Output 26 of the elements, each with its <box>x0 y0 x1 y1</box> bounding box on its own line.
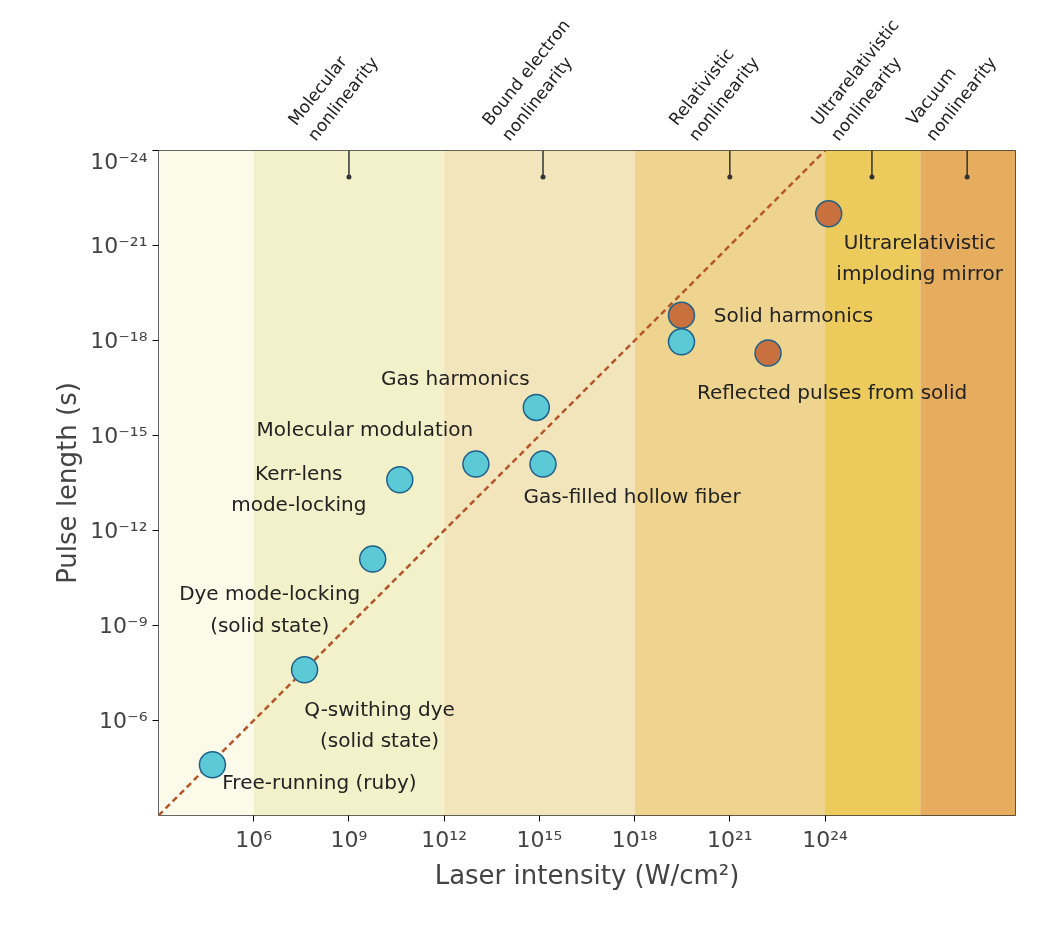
x-tick-label: 10²⁴ <box>802 826 849 852</box>
x-tick-label: 10²¹ <box>707 826 753 852</box>
x-axis-title: Laser intensity (W/cm²) <box>434 859 740 890</box>
annotation: Gas harmonics <box>380 366 530 391</box>
x-tick-label: 10⁹ <box>330 826 368 852</box>
x-tick-label: 10¹² <box>421 826 467 852</box>
annotation: Kerr-lens mode-locking <box>231 461 367 517</box>
y-tick-label: 10⁻¹⁸ <box>90 328 148 353</box>
y-tick-label: 10⁻¹² <box>90 518 148 543</box>
annotation: Ultrarelativistic imploding mirror <box>836 230 1004 286</box>
y-tick-label: 10⁻²¹ <box>90 233 148 258</box>
x-tick-label: 10¹⁸ <box>611 826 658 852</box>
x-tick-label: 10⁶ <box>235 826 273 852</box>
y-tick-label: 10⁻²⁴ <box>90 148 148 174</box>
y-tick-label: 10⁻⁶ <box>99 708 148 733</box>
y-axis-title: Pulse length (s) <box>52 382 83 584</box>
annotation: Q-swithing dye (solid state) <box>304 697 455 753</box>
annotation: Solid harmonics <box>713 303 874 328</box>
annotation: Free-running (ruby) <box>222 769 417 794</box>
y-tick-label: 10⁻⁹ <box>99 613 148 638</box>
annotation: Molecular modulation <box>256 417 474 442</box>
annotation: Gas-filled hollow fiber <box>523 484 742 509</box>
annotation: Dye mode-locking (solid state) <box>179 581 361 637</box>
x-tick-label: 10¹⁵ <box>516 826 563 852</box>
annotation: Reflected pulses from solid <box>696 380 968 405</box>
y-tick-label: 10⁻¹⁵ <box>90 423 148 448</box>
